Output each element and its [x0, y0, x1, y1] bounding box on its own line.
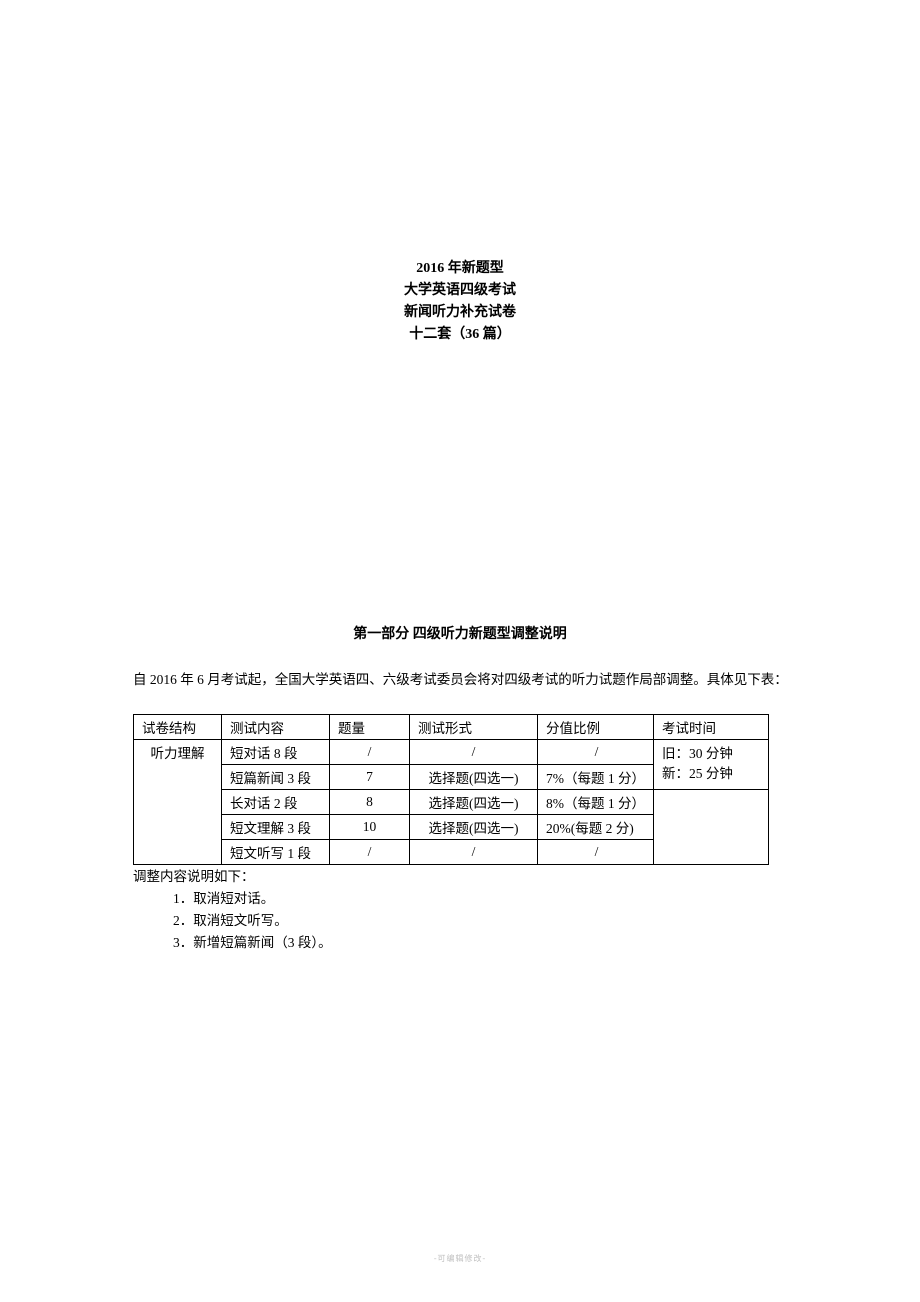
cell-format: / [410, 840, 538, 865]
table-row: 长对话 2 段 8 选择题(四选一) 8%（每题 1 分） [134, 790, 769, 815]
structure-cell: 听力理解 [134, 740, 222, 865]
cell-score: 8%（每题 1 分） [538, 790, 654, 815]
listening-structure-table: 试卷结构 测试内容 题量 测试形式 分值比例 考试时间 听力理解 短对话 8 段… [133, 714, 769, 865]
title-line-1: 2016 年新题型 [0, 258, 920, 280]
table-header-row: 试卷结构 测试内容 题量 测试形式 分值比例 考试时间 [134, 715, 769, 740]
notes-intro: 调整内容说明如下： [133, 866, 332, 888]
cell-score: / [538, 840, 654, 865]
cell-amount: 7 [330, 765, 410, 790]
header-score: 分值比例 [538, 715, 654, 740]
cell-amount: 10 [330, 815, 410, 840]
title-line-2: 大学英语四级考试 [0, 280, 920, 302]
table-row: 听力理解 短对话 8 段 / / / 旧：30 分钟 新：25 分钟 [134, 740, 769, 765]
cell-content: 短对话 8 段 [222, 740, 330, 765]
list-item: 2．取消短文听写。 [133, 910, 332, 932]
cell-amount: / [330, 740, 410, 765]
header-content: 测试内容 [222, 715, 330, 740]
cell-amount: 8 [330, 790, 410, 815]
list-item: 3．新增短篇新闻（3 段）。 [133, 932, 332, 954]
cell-format: / [410, 740, 538, 765]
cell-content: 短文理解 3 段 [222, 815, 330, 840]
document-title: 2016 年新题型 大学英语四级考试 新闻听力补充试卷 十二套（36 篇） [0, 258, 920, 346]
cell-time-empty [654, 790, 769, 865]
cell-format: 选择题(四选一) [410, 765, 538, 790]
cell-content: 长对话 2 段 [222, 790, 330, 815]
cell-content: 短篇新闻 3 段 [222, 765, 330, 790]
cell-amount: / [330, 840, 410, 865]
cell-score: / [538, 740, 654, 765]
section-title: 第一部分 四级听力新题型调整说明 [0, 623, 920, 643]
adjustment-notes: 调整内容说明如下： 1．取消短对话。 2．取消短文听写。 3．新增短篇新闻（3 … [133, 866, 332, 954]
list-item: 1．取消短对话。 [133, 888, 332, 910]
page-footer: -可编辑修改- [0, 1253, 920, 1264]
cell-time-old: 旧：30 分钟 新：25 分钟 [654, 740, 769, 790]
header-format: 测试形式 [410, 715, 538, 740]
header-amount: 题量 [330, 715, 410, 740]
cell-score: 7%（每题 1 分） [538, 765, 654, 790]
cell-score: 20%(每题 2 分) [538, 815, 654, 840]
title-line-3: 新闻听力补充试卷 [0, 302, 920, 324]
cell-format: 选择题(四选一) [410, 790, 538, 815]
header-structure: 试卷结构 [134, 715, 222, 740]
intro-paragraph: 自 2016 年 6 月考试起，全国大学英语四、六级考试委员会将对四级考试的听力… [133, 670, 793, 690]
header-time: 考试时间 [654, 715, 769, 740]
cell-format: 选择题(四选一) [410, 815, 538, 840]
title-line-4: 十二套（36 篇） [0, 324, 920, 346]
cell-content: 短文听写 1 段 [222, 840, 330, 865]
